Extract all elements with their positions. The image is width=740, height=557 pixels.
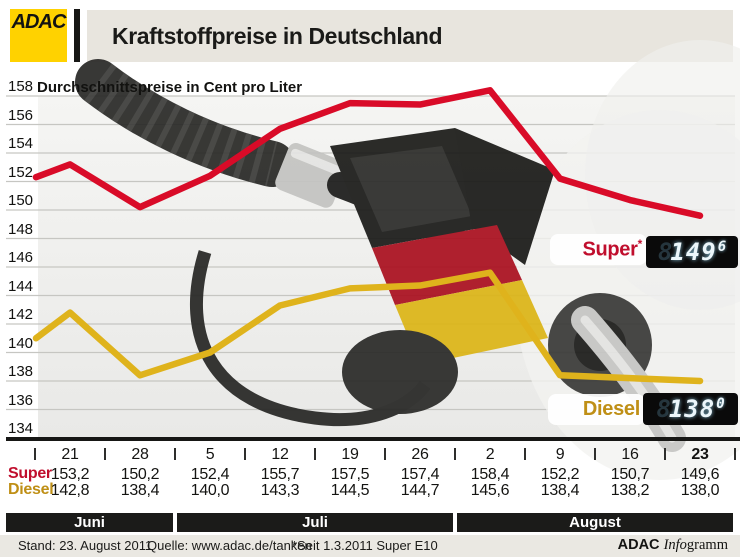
y-axis-tick: 140 — [8, 334, 34, 352]
month-bar-juli: Juli — [177, 513, 453, 532]
super-value-cell: 155,7 — [260, 466, 300, 483]
y-axis-tick: 150 — [8, 192, 34, 209]
fuel-hose — [75, 59, 295, 187]
fuel-hose-ribs — [84, 63, 278, 187]
diesel-value-cell: 144,7 — [400, 482, 440, 499]
footnote-e10: *Seit 1.3.2011 Super E10 — [292, 538, 438, 553]
diesel-value-cell: 140,0 — [190, 482, 230, 499]
table-row-label-super: Super — [8, 465, 52, 482]
chart-subtitle: Durchschnittspreise in Cent pro Liter — [37, 79, 303, 96]
date-cell: 2 — [454, 446, 525, 464]
super-value-cell: 157,5 — [330, 466, 370, 483]
super-display-decimal: 6 — [717, 239, 727, 255]
trigger-guard — [190, 250, 431, 427]
diesel-values-row: 142,8 138,4 140,0 143,3 144,5 144,7 145,6 138,4… — [35, 482, 735, 500]
diesel-label-text: Diesel — [582, 398, 640, 420]
month-bar-juni: Juni — [6, 513, 173, 532]
source-text: Quelle: www.adac.de/tanken — [147, 538, 312, 553]
y-axis-tick: 156 — [8, 106, 34, 124]
diesel-price-line — [32, 269, 704, 385]
diesel-price-display: 8 138 0 — [643, 393, 738, 425]
y-axis-tick: 154 — [8, 135, 34, 152]
y-axis-tick: 144 — [8, 277, 34, 295]
diesel-value-cell: 144,5 — [330, 482, 370, 499]
month-bar-august: August — [457, 513, 733, 532]
diesel-value-cell: 138,4 — [540, 482, 580, 499]
diesel-series-label: Diesel — [548, 394, 645, 425]
super-value-cell: 150,7 — [610, 466, 650, 483]
date-cell: 9 — [524, 446, 595, 464]
logo-divider — [74, 9, 80, 62]
date-cell: 16 — [594, 446, 665, 464]
y-axis-tick: 146 — [8, 249, 34, 266]
y-axis-tick: 138 — [8, 363, 34, 380]
nozzle-display-screen — [350, 146, 472, 232]
lcd-ghost-digit: 8 — [656, 395, 671, 423]
date-cell: 21 — [34, 446, 105, 464]
status-date: Stand: 23. August 2011 — [18, 538, 153, 553]
date-cell: 26 — [384, 446, 455, 464]
x-axis-line-top — [6, 437, 740, 441]
diesel-value-cell: 138,4 — [120, 482, 160, 499]
diesel-display-decimal: 0 — [716, 396, 725, 412]
y-axis-tick: 142 — [8, 306, 34, 323]
super-display-value: 149 — [670, 238, 717, 266]
super-series-label: Super* — [550, 234, 647, 265]
super-label-text: Super* — [582, 237, 643, 261]
date-cell: 28 — [104, 446, 175, 464]
page-title: Kraftstoffpreise in Deutschland — [112, 23, 443, 49]
super-value-cell: 152,4 — [190, 466, 230, 483]
lcd-ghost-digit: 8 — [657, 238, 673, 266]
super-price-display: 8 149 6 — [646, 236, 738, 268]
price-lines — [32, 87, 704, 385]
y-axis-tick: 148 — [8, 220, 34, 238]
handle-grip — [342, 330, 458, 414]
table-row-label-diesel: Diesel — [8, 481, 54, 498]
title-bar: Kraftstoffpreise in Deutschland — [87, 10, 733, 62]
y-axis-tick: 134 — [8, 420, 34, 437]
metal-collar — [275, 142, 347, 208]
y-axis-tick: 152 — [8, 163, 34, 181]
y-axis-tick: 136 — [8, 391, 34, 409]
super-values-row: 153,2 150,2 152,4 155,7 157,5 157,4 158,4 152,2… — [35, 466, 735, 484]
super-value-cell: 158,4 — [470, 466, 510, 483]
super-value-cell: 152,2 — [540, 466, 580, 483]
date-cell: 19 — [314, 446, 385, 464]
super-value-cell: 157,4 — [400, 466, 440, 483]
y-axis-tick: 158 — [8, 78, 34, 95]
super-price-line — [32, 87, 704, 219]
diesel-value-cell: 138,2 — [610, 482, 650, 499]
super-value-cell: 149,6 — [680, 466, 720, 483]
super-value-cell: 150,2 — [120, 466, 160, 483]
diesel-value-cell: 138,0 — [680, 482, 720, 499]
diesel-value-cell: 145,6 — [470, 482, 510, 499]
diesel-value-cell: 142,8 — [50, 482, 90, 499]
adac-logo-text: ADAC — [11, 11, 67, 33]
adac-logo: ADAC — [10, 9, 67, 62]
date-header-row: 21 28 5 12 19 26 2 9 16 23 — [34, 446, 736, 464]
date-cell: 12 — [244, 446, 315, 464]
diesel-display-value: 138 — [668, 395, 716, 423]
date-cell: 5 — [174, 446, 245, 464]
footer: Stand: 23. August 2011 Quelle: www.adac.… — [0, 533, 740, 557]
diesel-value-cell: 143,3 — [260, 482, 300, 499]
super-value-cell: 153,2 — [50, 466, 90, 483]
adac-infogramm-credit: ADAC Infogramm — [617, 537, 728, 553]
super-asterisk: * — [637, 237, 643, 252]
date-cell: 23 — [664, 446, 736, 464]
